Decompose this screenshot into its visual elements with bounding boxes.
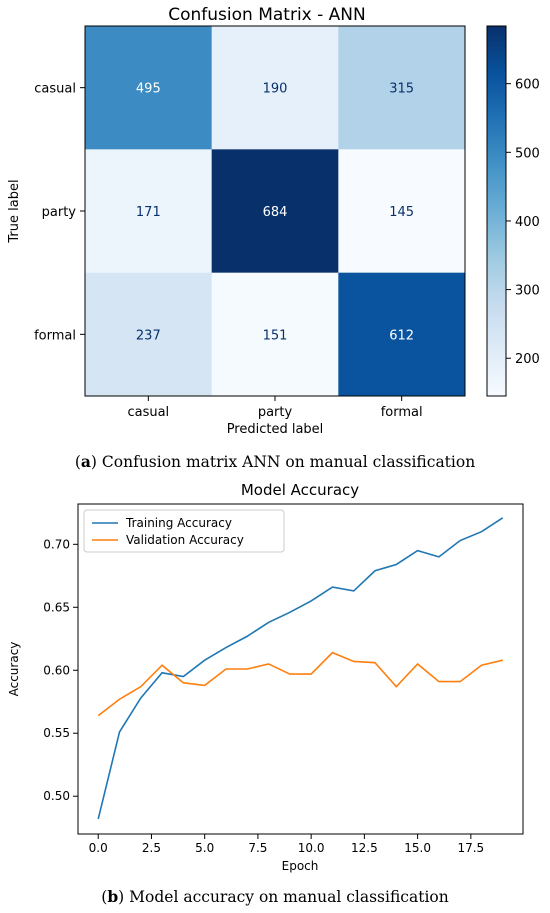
acc-xtick-label: 7.5 [248, 841, 267, 855]
acc-series-line-0 [97, 517, 504, 820]
cm-cell-2-2 [338, 272, 466, 397]
cm-value-0-0: 495 [136, 82, 161, 97]
cm-ytick-label: party [42, 205, 77, 220]
acc-xtick-label: 5.0 [195, 841, 214, 855]
acc-legend: Training Accuracy Validation Accuracy [83, 509, 285, 553]
cm-cell-1-2 [338, 149, 466, 274]
acc-frame [77, 503, 524, 835]
cm-ytick-label: casual [34, 82, 76, 97]
cm-xlabel: Predicted label [227, 422, 324, 437]
cm-y-ticks: casual party formal [34, 82, 85, 343]
cm-ytick-label: formal [34, 328, 76, 343]
cm-cell-2-0 [85, 272, 213, 397]
acc-ytick-label: 0.65 [43, 600, 70, 614]
cm-value-0-1: 190 [263, 82, 288, 97]
colorbar-ticks: 200 300 400 500 600 [506, 78, 540, 367]
cm-cell-0-2 [338, 26, 466, 150]
colorbar-tick-label: 300 [515, 284, 540, 299]
acc-series-line-1 [97, 651, 503, 717]
cm-value-2-2: 612 [389, 328, 414, 343]
cm-value-2-1: 151 [263, 328, 288, 343]
cm-cell-2-1 [211, 272, 339, 397]
cm-xtick-label: party [258, 405, 293, 420]
acc-ylabel: Accuracy [7, 642, 21, 697]
colorbar-tick-label: 600 [515, 78, 540, 93]
acc-legend-label: Training Accuracy [125, 516, 232, 530]
cm-cell-0-0 [85, 26, 213, 150]
colorbar-tick-label: 500 [515, 146, 540, 161]
cm-value-1-0: 171 [136, 205, 161, 220]
acc-ytick-label: 0.60 [43, 663, 70, 677]
acc-legend-box [83, 509, 285, 553]
acc-xtick-label: 15.0 [404, 841, 431, 855]
cm-xtick-label: casual [127, 405, 169, 420]
cm-title: Confusion Matrix - ANN [168, 5, 366, 25]
accuracy-figure: Model Accuracy 0.0 2.5 5.0 7.5 10.0 12.5 15.0 1… [7, 481, 524, 873]
caption-a: (a) Confusion matrix ANN on manual class… [74, 452, 476, 471]
cm-value-1-2: 145 [389, 205, 414, 220]
acc-xtick-label: 12.5 [351, 841, 378, 855]
acc-xtick-label: 17.5 [457, 841, 484, 855]
colorbar-tick-label: 200 [515, 352, 540, 367]
cm-ylabel: True label [7, 179, 22, 243]
acc-xtick-label: 0.0 [89, 841, 108, 855]
acc-ytick-label: 0.50 [43, 789, 70, 803]
acc-axes: 0.0 2.5 5.0 7.5 10.0 12.5 15.0 17.5 0.50 0.55 0.60… [43, 537, 484, 855]
cm-cell-0-1 [211, 26, 339, 150]
cm-value-1-1: 684 [263, 205, 288, 220]
confusion-matrix-figure: Confusion Matrix - ANN 495 190 315 171 684 14… [7, 5, 540, 437]
colorbar-tick-label: 400 [515, 215, 540, 230]
cm-value-2-0: 237 [136, 328, 161, 343]
cm-cell-1-0 [85, 149, 213, 274]
acc-xtick-label: 2.5 [142, 841, 161, 855]
cm-value-0-2: 315 [389, 82, 414, 97]
caption-b: (b) Model accuracy on manual classificat… [101, 887, 449, 906]
acc-xlabel: Epoch [282, 859, 319, 873]
acc-legend-label: Validation Accuracy [126, 533, 244, 547]
acc-ytick-label: 0.70 [43, 537, 70, 551]
cm-cells: 495 190 315 171 684 145 237 151 612 [85, 26, 466, 397]
acc-xtick-label: 10.0 [298, 841, 325, 855]
cm-cell-1-1 [211, 149, 339, 274]
colorbar [486, 25, 507, 397]
acc-lines [97, 517, 504, 820]
cm-xtick-label: formal [381, 405, 423, 420]
acc-title: Model Accuracy [241, 481, 359, 499]
cm-x-ticks: casual party formal [127, 396, 423, 420]
acc-ytick-label: 0.55 [43, 726, 70, 740]
